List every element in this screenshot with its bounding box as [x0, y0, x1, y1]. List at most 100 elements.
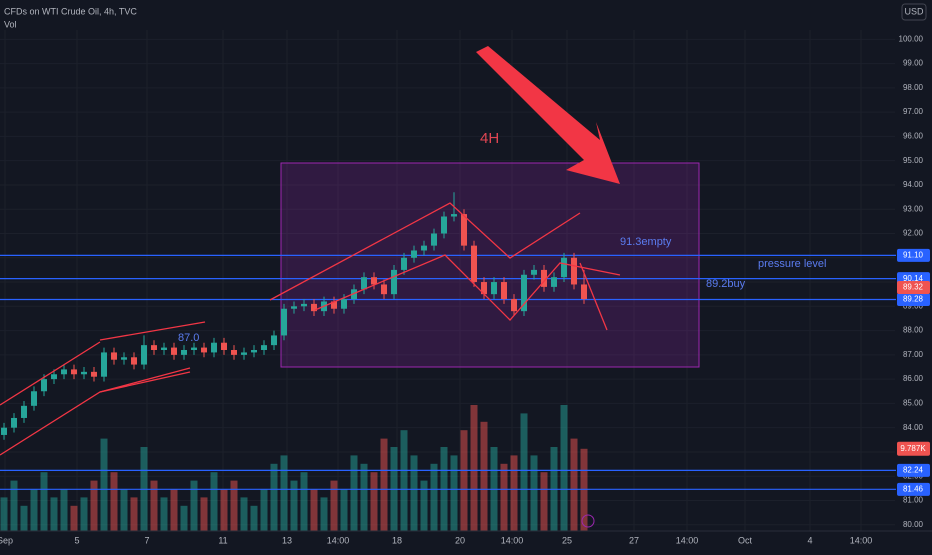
candle-body [381, 284, 387, 295]
volume-bar [330, 480, 338, 531]
y-tick-label: 93.00 [903, 204, 924, 213]
volume-bar [300, 472, 308, 531]
level-badge [897, 293, 930, 307]
currency-button[interactable] [901, 3, 927, 21]
volume-bar [250, 505, 258, 531]
candle-body [51, 374, 57, 380]
chart-title: CFDs on WTI Crude Oil, 4h, TVC [4, 6, 137, 16]
candle-body [71, 369, 77, 375]
candle-body [491, 282, 497, 295]
volume-bar [510, 455, 518, 531]
level-badge [897, 248, 930, 262]
volume-bar [60, 489, 68, 531]
candle-body [271, 335, 277, 346]
level-label: 82.24 [903, 465, 924, 474]
y-tick-label: 100.00 [899, 34, 924, 43]
candle-body [191, 347, 197, 350]
candle-body [511, 299, 517, 312]
volume-bar [200, 497, 208, 531]
candle-body [101, 352, 107, 377]
volume-bar [480, 421, 488, 531]
candle-body [471, 245, 477, 283]
x-tick-label: Sep [0, 535, 13, 545]
candle-body [41, 379, 47, 392]
volume-bar [180, 505, 188, 531]
y-tick-label: 99.00 [903, 59, 924, 68]
candle-body [501, 282, 507, 300]
subtitle: Vol [4, 19, 17, 29]
y-tick-label: 92.00 [903, 229, 924, 238]
volume-bar [240, 497, 248, 531]
annotation: pressure level [758, 258, 826, 270]
volume-bar [450, 455, 458, 531]
y-tick-label: 81.00 [903, 496, 924, 505]
volume-bar [410, 455, 418, 531]
annotation: 91.3empty [620, 236, 672, 248]
volume-bar [0, 497, 8, 531]
candle-body [161, 347, 167, 350]
volume-label: 9.787K [900, 444, 926, 453]
volume-bar [540, 472, 548, 531]
level-badge [897, 463, 930, 477]
level-badge [897, 482, 930, 496]
flash-icon[interactable] [581, 514, 595, 528]
candle-body [581, 284, 587, 300]
volume-bar [40, 472, 48, 531]
x-tick-label: 14:00 [327, 535, 350, 545]
x-tick-label: 4 [807, 535, 812, 545]
volume-bar [370, 472, 378, 531]
volume-bar [280, 455, 288, 531]
volume-bar [530, 455, 538, 531]
annotation: 87.0 [178, 332, 199, 344]
candle-body [451, 214, 457, 217]
candle-body [111, 352, 117, 360]
volume-bar [130, 497, 138, 531]
volume-bar [110, 472, 118, 531]
candle-body [121, 357, 127, 360]
x-tick-label: 18 [392, 535, 402, 545]
trend-arrow [269, 202, 581, 301]
volume-bar [560, 405, 568, 531]
annotation: 4H [480, 130, 499, 147]
candle-body [341, 299, 347, 309]
volume-bar [150, 480, 158, 531]
volume-bar [260, 489, 268, 531]
currency: USD [904, 6, 924, 16]
volume-bar [120, 489, 128, 531]
annotation: 89.2buy [706, 278, 746, 290]
trend-arrow [99, 321, 206, 341]
candle-body [571, 257, 577, 285]
volume-bar [10, 480, 18, 531]
candle-body [331, 301, 337, 309]
volume-bar [210, 472, 218, 531]
candle-body [371, 277, 377, 285]
volume-bar [460, 430, 468, 531]
volume-bar [190, 480, 198, 531]
zone-box [280, 162, 700, 368]
candle-body [131, 357, 137, 365]
candle-body [311, 303, 317, 312]
candle-body [261, 345, 267, 350]
candle-body [31, 391, 37, 406]
trend-arrow [579, 262, 608, 331]
candle-body [81, 371, 87, 375]
x-tick-label: 11 [218, 535, 227, 545]
volume-bar [290, 480, 298, 531]
volume-bar [420, 480, 428, 531]
volume-bar [170, 489, 178, 531]
volume-bar [70, 505, 78, 531]
candle-body [291, 306, 297, 309]
level-label: 90.14 [903, 274, 924, 283]
volume-bar [320, 497, 328, 531]
volume-bar [310, 489, 318, 531]
candle-body [281, 308, 287, 336]
volume-bar [500, 463, 508, 531]
x-tick-label: 7 [144, 535, 149, 545]
y-tick-label: 95.00 [903, 156, 924, 165]
candle-body [411, 250, 417, 258]
candle-body [441, 216, 447, 234]
levels-layer [0, 254, 896, 490]
volume-bar [430, 463, 438, 531]
volume-bar [350, 455, 358, 531]
